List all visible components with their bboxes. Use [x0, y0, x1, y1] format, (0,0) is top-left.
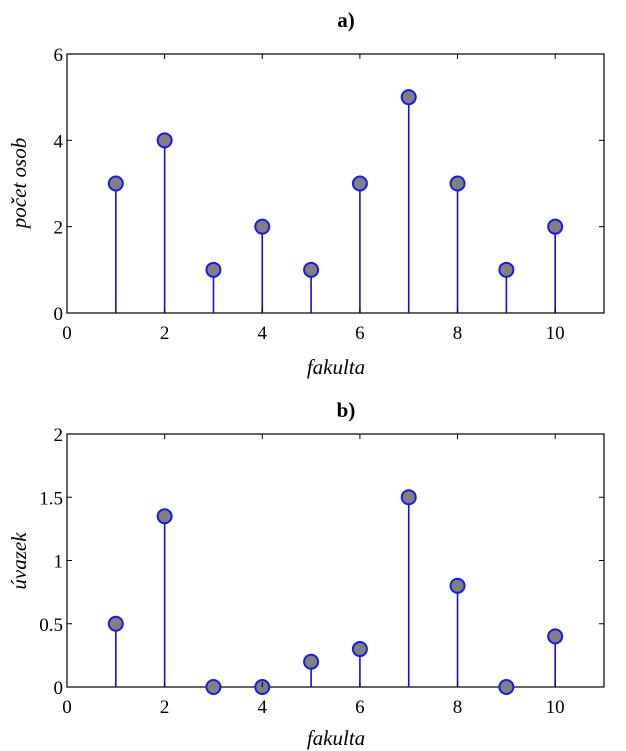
x-tick-label: 2	[160, 323, 170, 344]
chart-b-xlabel: fakulta	[307, 726, 365, 750]
chart-b-axes-box	[66, 433, 605, 688]
y-tick-label: 4	[54, 131, 64, 152]
stem-marker	[107, 615, 124, 632]
x-tick-label: 2	[160, 697, 170, 718]
x-tick-label: 10	[546, 697, 565, 718]
chart-a-ylabel: počet osob	[7, 138, 31, 230]
chart-b-stems	[115, 497, 556, 687]
x-tick-label: 0	[62, 697, 72, 718]
stem-marker	[400, 89, 417, 106]
y-tick-label: 2	[54, 425, 64, 446]
chart-a-axes-box	[66, 53, 605, 314]
x-tick-label: 10	[546, 323, 565, 344]
stem-marker	[547, 218, 564, 235]
chart-b-ylabel: úvazek	[7, 532, 31, 590]
x-tick-label: 0	[62, 323, 72, 344]
stem-marker	[449, 175, 466, 192]
stem-marker	[351, 175, 368, 192]
y-tick-label: 0	[54, 304, 64, 325]
chart-a-yticks: 0 2 4 6	[54, 45, 604, 325]
chart-a-xticks: 0 2 4 6 8 10	[62, 54, 565, 344]
stem-marker	[351, 641, 368, 658]
chart-a-title: a)	[337, 8, 355, 32]
stem-marker	[156, 508, 173, 525]
stem-marker	[107, 175, 124, 192]
stem-marker	[303, 653, 320, 670]
stem-marker	[205, 261, 222, 278]
chart-a: a) 0 2 4 6 8 10 0 2 4 6 fakulta počet osob	[7, 8, 605, 379]
stem-marker	[303, 261, 320, 278]
stem-marker	[400, 489, 417, 506]
chart-a-markers	[107, 89, 564, 278]
stem-marker	[205, 679, 222, 695]
stem-marker	[254, 218, 271, 235]
y-tick-label: 0.5	[39, 615, 63, 636]
y-tick-label: 6	[54, 45, 64, 66]
y-tick-label: 2	[54, 218, 64, 239]
stem-marker	[498, 261, 515, 278]
chart-b-markers	[107, 489, 564, 695]
x-tick-label: 6	[355, 323, 365, 344]
x-tick-label: 6	[355, 697, 365, 718]
chart-b: b) 0 2 4 6 8 10 0 0.5 1 1.5 2 fakulta úvazek	[7, 398, 605, 750]
y-tick-label: 0	[54, 678, 64, 699]
x-tick-label: 4	[258, 697, 268, 718]
x-tick-label: 4	[258, 323, 268, 344]
chart-a-stems	[115, 97, 556, 313]
y-tick-label: 1	[54, 552, 64, 573]
chart-b-title: b)	[337, 398, 356, 422]
chart-b-xticks: 0 2 4 6 8 10	[62, 434, 565, 718]
chart-b-yticks: 0 0.5 1 1.5 2	[39, 425, 604, 699]
stem-marker	[498, 679, 515, 695]
stem-marker	[449, 577, 466, 594]
chart-a-xlabel: fakulta	[307, 355, 365, 379]
y-tick-label: 1.5	[39, 488, 63, 509]
x-tick-label: 8	[453, 323, 463, 344]
stem-marker	[547, 628, 564, 645]
stem-marker	[156, 132, 173, 149]
x-tick-label: 8	[453, 697, 463, 718]
